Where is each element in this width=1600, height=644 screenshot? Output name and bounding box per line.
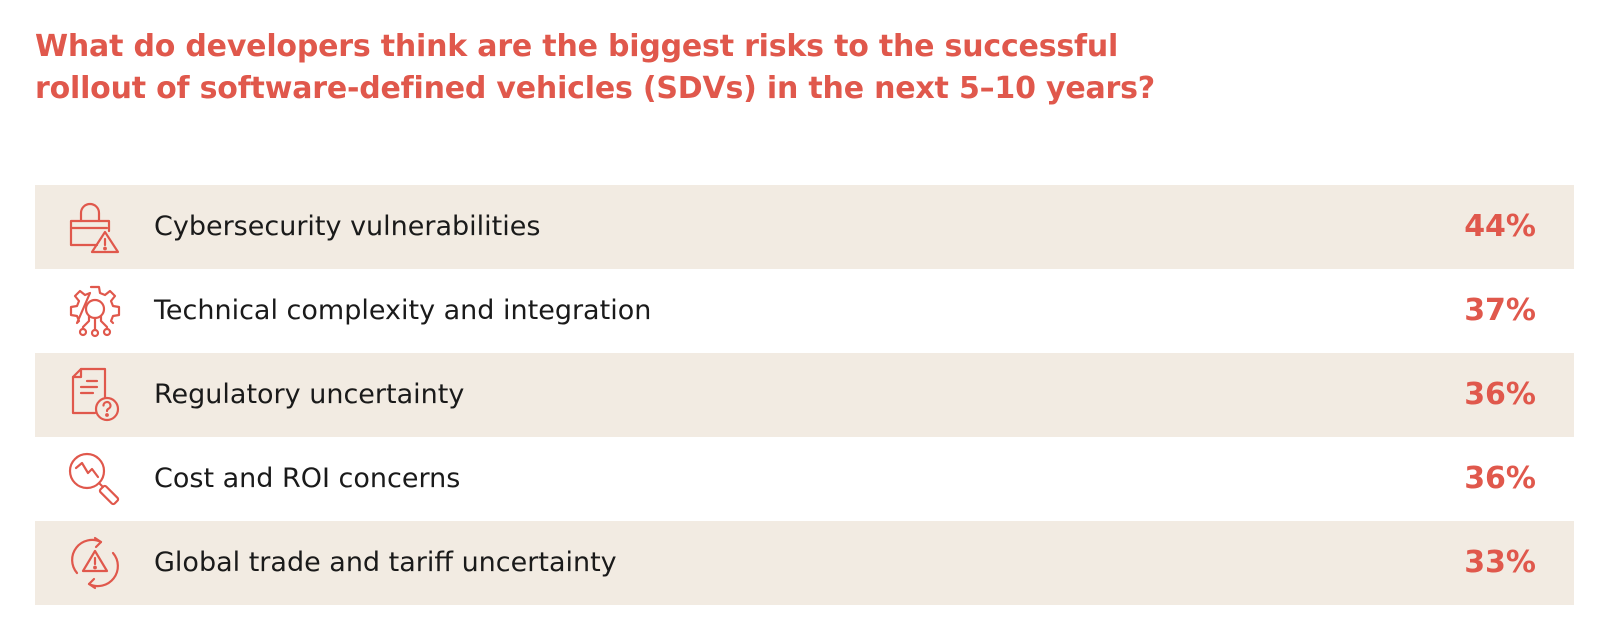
risk-label: Global trade and tariff uncertainty xyxy=(154,547,617,578)
risk-row: Cybersecurity vulnerabilities 44% xyxy=(35,185,1574,269)
magnifier-decline-icon xyxy=(67,451,123,507)
risk-label: Regulatory uncertainty xyxy=(154,379,465,410)
chart-title-line-2: rollout of software-defined vehicles (SD… xyxy=(35,71,1156,106)
risk-list: Cybersecurity vulnerabilities 44% Techni… xyxy=(35,185,1574,605)
risk-label: Cost and ROI concerns xyxy=(154,463,461,494)
chart-title-line-1: What do developers think are the biggest… xyxy=(35,29,1119,64)
lock-warning-icon xyxy=(67,199,123,255)
cycle-warning-icon xyxy=(67,535,123,591)
risk-row: Technical complexity and integration 37% xyxy=(35,269,1574,353)
risk-row: Cost and ROI concerns 36% xyxy=(35,437,1574,521)
gear-circuit-icon xyxy=(67,283,123,339)
risk-value: 37% xyxy=(1464,293,1536,328)
risk-row: Regulatory uncertainty 36% xyxy=(35,353,1574,437)
document-question-icon xyxy=(67,367,123,423)
chart-title: What do developers think are the biggest… xyxy=(35,26,1235,110)
risk-value: 36% xyxy=(1464,377,1536,412)
risk-label: Technical complexity and integration xyxy=(154,295,652,326)
risk-row: Global trade and tariff uncertainty 33% xyxy=(35,521,1574,605)
risk-value: 33% xyxy=(1464,545,1536,580)
risk-value: 44% xyxy=(1464,209,1536,244)
risk-value: 36% xyxy=(1464,461,1536,496)
risk-label: Cybersecurity vulnerabilities xyxy=(154,211,541,242)
